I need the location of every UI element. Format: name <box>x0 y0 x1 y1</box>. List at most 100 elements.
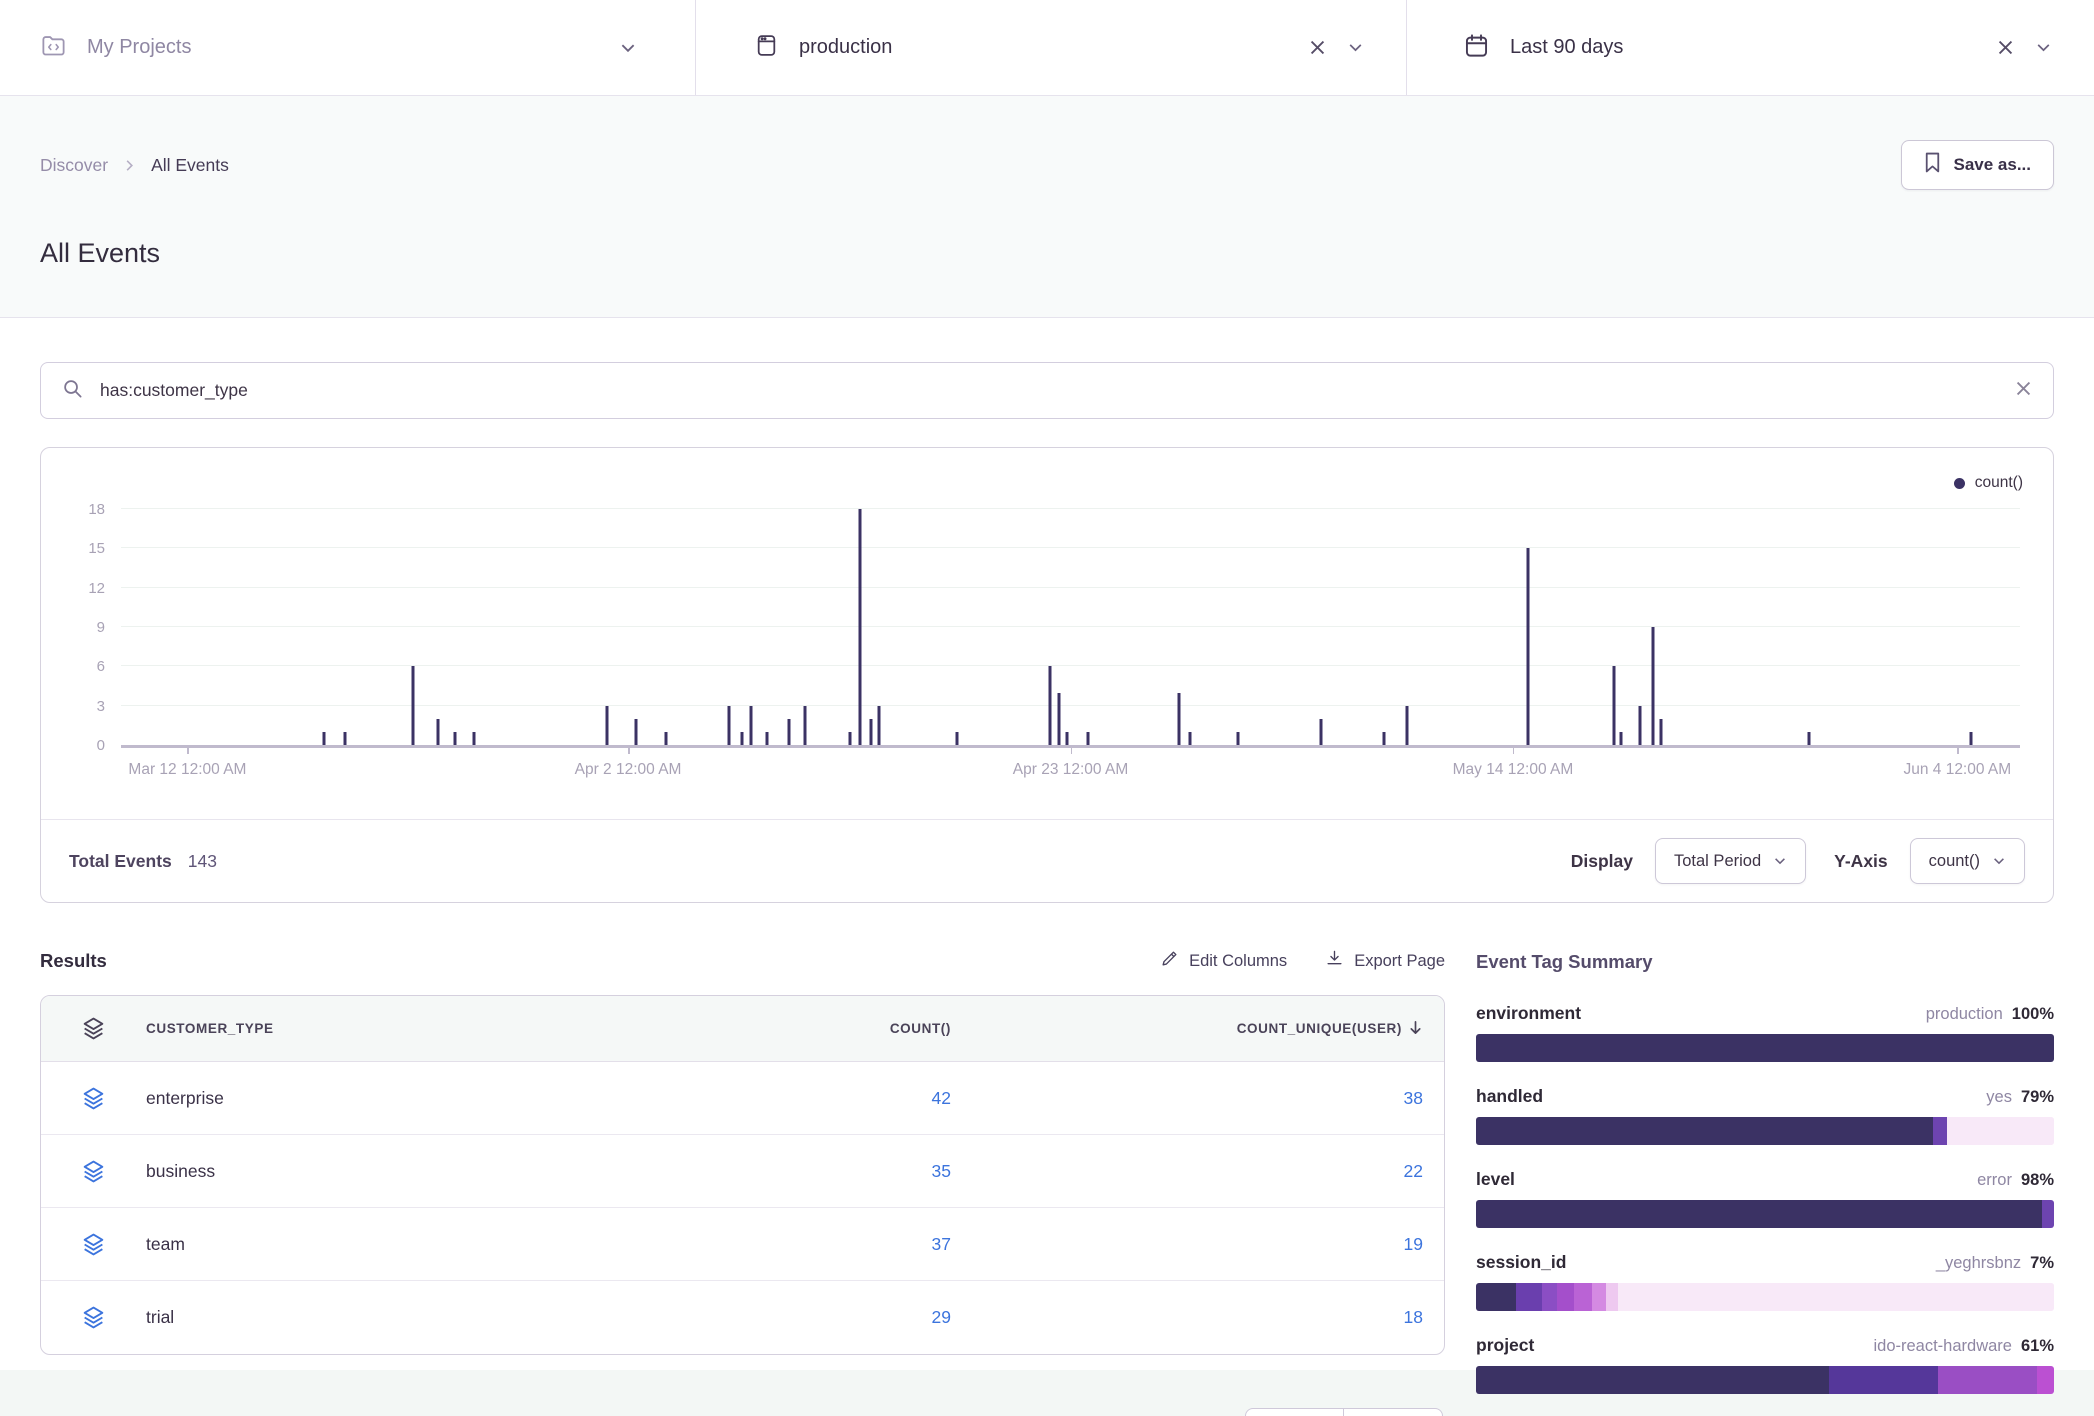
pencil-icon <box>1160 949 1179 973</box>
chart-bar <box>1382 731 1386 745</box>
column-header-count-unique[interactable]: COUNT_UNIQUE(USER) <box>969 1020 1444 1038</box>
tag-top-value: _yeghrsbnz <box>1935 1254 2022 1272</box>
tag-summary-heading: Event Tag Summary <box>1476 951 1653 972</box>
date-range-filter[interactable]: Last 90 days <box>1407 0 2094 95</box>
edit-columns-button[interactable]: Edit Columns <box>1160 949 1287 973</box>
chart-bar <box>1188 731 1192 745</box>
tag-percent: 61% <box>2020 1337 2054 1355</box>
chart-bar <box>765 731 769 745</box>
breadcrumb-discover-link[interactable]: Discover <box>40 154 109 175</box>
display-dropdown[interactable]: Total Period <box>1655 838 1807 884</box>
pagination-next-button[interactable] <box>1344 1408 1443 1416</box>
layers-icon <box>41 1232 146 1257</box>
table-row: enterprise 42 38 <box>41 1062 1444 1135</box>
results-table: CUSTOMER_TYPE COUNT() COUNT_UNIQUE(USER)… <box>40 995 1445 1355</box>
cell-customer-type: enterprise <box>146 1087 224 1108</box>
column-header-count[interactable]: COUNT() <box>889 1021 951 1036</box>
tag-list: environment production 100% handled yes 79% le… <box>1476 1003 2054 1394</box>
chart-bar <box>1177 692 1181 745</box>
chart-gridline <box>121 586 2020 588</box>
project-filter-label: My Projects <box>87 36 192 58</box>
legend-label: count() <box>1974 474 2023 491</box>
chart-gridline <box>121 704 2020 706</box>
main-content: has:customer_type count() 0 3 6 9 12 15 18 Mar … <box>0 362 2094 1416</box>
chart-bar <box>1807 731 1811 745</box>
pagination <box>1245 1408 1443 1416</box>
chart-bar <box>1319 718 1323 745</box>
x-axis-tickmark <box>1957 748 1959 754</box>
top-bar-divider <box>1406 0 1407 95</box>
cell-count-unique-link[interactable]: 19 <box>1403 1233 1423 1254</box>
layers-icon <box>41 1305 146 1330</box>
cell-count-unique-link[interactable]: 22 <box>1403 1160 1423 1181</box>
chart-plot: 0 3 6 9 12 15 18 Mar 12 12:00 AM Apr 2 12:00 AM A… <box>88 501 2020 778</box>
tag-top-value: error <box>1977 1171 2012 1189</box>
cell-count-unique-link[interactable]: 38 <box>1403 1087 1423 1108</box>
search-icon <box>61 377 84 405</box>
layers-icon <box>41 1159 146 1184</box>
tag-bar-segment <box>1947 1117 2054 1145</box>
chart-bar <box>605 705 609 745</box>
x-axis-tickmark <box>628 748 630 754</box>
results-section: Results Edit Columns Export Page <box>40 949 1445 1416</box>
total-events-label: Total Events <box>69 850 172 871</box>
tag-entry-head: environment production 100% <box>1476 1003 2054 1024</box>
chart-bar <box>1236 731 1240 745</box>
tag-top-value: production <box>1925 1005 2003 1023</box>
events-chart-panel: count() 0 3 6 9 12 15 18 Mar 12 12:00 AM Apr 2 1… <box>40 447 2054 903</box>
search-clear-button[interactable] <box>2014 379 2033 403</box>
chart-legend[interactable]: count() <box>1953 474 2023 492</box>
chart-gridline <box>121 547 2020 549</box>
cell-count-unique-link[interactable]: 18 <box>1403 1307 1423 1327</box>
date-range-clear-button[interactable] <box>1996 38 2015 57</box>
y-axis-tick-label: 18 <box>88 501 105 518</box>
y-axis-tick-label: 9 <box>96 619 105 636</box>
x-axis-tick-label: Mar 12 12:00 AM <box>128 761 247 778</box>
tag-bar-segment <box>1591 1283 1606 1311</box>
project-filter[interactable]: My Projects <box>0 0 695 95</box>
pagination-prev-button[interactable] <box>1245 1408 1344 1416</box>
tag-bar-segment <box>1476 1117 1933 1145</box>
environment-filter-label: production <box>799 36 893 58</box>
chart-bar <box>1048 666 1052 745</box>
tag-entry: level error 98% <box>1476 1169 2054 1228</box>
environment-clear-button[interactable] <box>1308 38 1327 57</box>
chart-bar <box>869 718 873 745</box>
cell-count-link[interactable]: 37 <box>931 1233 951 1254</box>
tag-bar-segment <box>1828 1366 1939 1394</box>
tag-entry: project ido-react-hardware 61% <box>1476 1335 2054 1394</box>
cell-customer-type: business <box>146 1160 216 1181</box>
tag-entry-head: handled yes 79% <box>1476 1086 2054 1107</box>
x-axis-tick-label: May 14 12:00 AM <box>1452 761 1574 778</box>
tag-bar-segment <box>1476 1034 2054 1062</box>
x-axis-tick-label: Apr 2 12:00 AM <box>574 761 682 778</box>
cell-count-link[interactable]: 42 <box>931 1087 951 1108</box>
tag-distribution-bar <box>1476 1117 2054 1145</box>
chart-bar <box>749 705 753 745</box>
tag-name: session_id <box>1476 1252 1567 1272</box>
results-table-header: CUSTOMER_TYPE COUNT() COUNT_UNIQUE(USER) <box>41 996 1444 1062</box>
yaxis-label: Y-Axis <box>1834 850 1888 871</box>
export-page-button[interactable]: Export Page <box>1325 949 1445 973</box>
tag-name: environment <box>1476 1003 1582 1023</box>
y-axis-tick-label: 15 <box>88 540 105 558</box>
column-header-customer-type[interactable]: CUSTOMER_TYPE <box>146 1021 274 1036</box>
chart-bar <box>877 705 881 745</box>
projects-folder-icon <box>40 32 67 64</box>
cell-count-link[interactable]: 29 <box>931 1307 951 1327</box>
chart-gridline <box>121 626 2020 627</box>
tag-bar-segment <box>1476 1366 1829 1394</box>
tag-bar-segment <box>2036 1366 2054 1394</box>
save-as-button[interactable]: Save as... <box>1901 140 2054 190</box>
y-axis-tick-label: 3 <box>96 697 105 715</box>
edit-columns-label: Edit Columns <box>1189 951 1288 970</box>
cell-count-link[interactable]: 35 <box>931 1160 951 1181</box>
environment-filter[interactable]: production <box>696 0 1406 95</box>
yaxis-dropdown-value: count() <box>1928 851 1980 870</box>
tag-bar-segment <box>1574 1283 1592 1311</box>
yaxis-dropdown[interactable]: count() <box>1909 838 2025 884</box>
chart-bar <box>740 731 744 745</box>
search-input[interactable]: has:customer_type <box>40 362 2054 419</box>
chart-bar <box>343 731 347 745</box>
chart-bar <box>858 509 862 745</box>
